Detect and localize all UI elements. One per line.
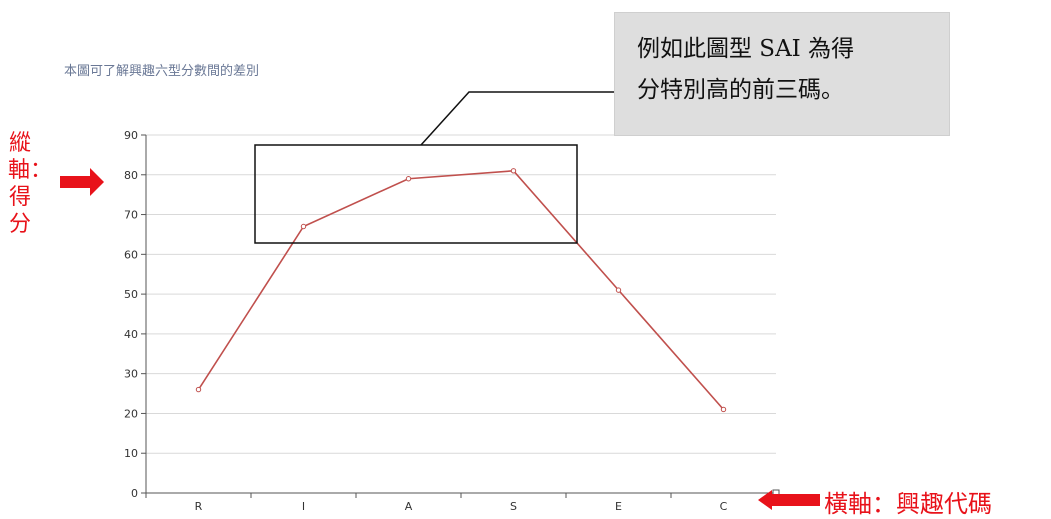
x-tick-label: I xyxy=(302,500,305,513)
data-point xyxy=(300,223,307,230)
y-axis-arrow-icon xyxy=(60,168,104,196)
axes xyxy=(141,134,780,498)
x-tick-label: E xyxy=(615,500,622,513)
highlight-box xyxy=(254,144,578,244)
x-axis-arrow-icon xyxy=(758,490,820,510)
tick-labels: 0 10 20 30 40 50 60 70 80 90 R I A S E C xyxy=(124,129,728,513)
callout-text-line-1: 例如此圖型 SAI 為得 xyxy=(637,36,855,62)
y-tick-label: 30 xyxy=(124,368,138,381)
highlight-overlay xyxy=(60,91,820,510)
y-tick-label: 70 xyxy=(124,209,138,222)
data-point xyxy=(615,287,622,293)
series-line-path xyxy=(197,169,725,410)
x-tick-label: R xyxy=(195,500,203,513)
callout-text-line-2: 分特別高的前三碼。 xyxy=(637,77,844,103)
data-point xyxy=(195,386,202,393)
y-tick-label: 10 xyxy=(124,447,138,460)
series-line xyxy=(197,169,725,410)
y-tick-label: 20 xyxy=(124,407,138,420)
y-tick-label: 0 xyxy=(131,487,138,500)
data-point xyxy=(720,406,727,413)
grid-lines xyxy=(146,134,776,454)
y-tick-label: 90 xyxy=(124,129,138,142)
data-point xyxy=(405,176,412,182)
y-tick-label: 80 xyxy=(124,169,138,182)
chart-title: 本圖可了解興趣六型分數間的差別 xyxy=(64,64,260,79)
callout-leader-line xyxy=(420,91,614,146)
y-tick-label: 40 xyxy=(124,328,138,341)
y-axis-annotation: 縱軸：得分 xyxy=(8,131,53,237)
y-tick-label: 60 xyxy=(124,248,138,261)
x-tick-label: C xyxy=(720,500,728,513)
y-tick-label: 50 xyxy=(124,288,138,301)
x-tick-label: A xyxy=(405,500,413,513)
callout-box: 例如此圖型 SAI 為得 分特別高的前三碼。 xyxy=(614,12,950,136)
x-axis-annotation: 橫軸：興趣代碼 xyxy=(824,490,992,518)
x-tick-label: S xyxy=(510,500,517,513)
data-point xyxy=(510,168,517,174)
data-points xyxy=(195,168,727,413)
